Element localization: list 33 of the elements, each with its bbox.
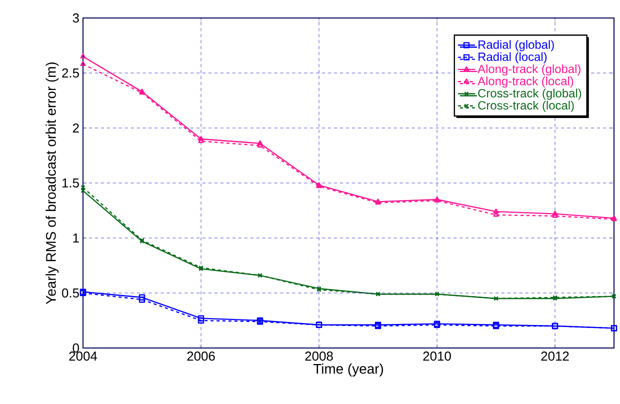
y-tick-label: 3	[72, 13, 79, 23]
point	[493, 208, 499, 214]
x-tick-label: 2006	[187, 352, 215, 361]
point	[198, 138, 204, 144]
y-axis-title: Yearly RMS of broadcast orbit error (m)	[46, 62, 59, 304]
y-tick-label: 0.5	[62, 288, 79, 298]
y-tick-label: 0	[72, 343, 79, 353]
point	[493, 212, 499, 217]
x-tick-label: 2010	[423, 352, 451, 361]
legend-label: Cross-track (local)	[478, 100, 574, 112]
y-tick-label: 1	[73, 234, 79, 242]
point	[198, 317, 204, 324]
point	[257, 142, 263, 148]
x-tick-label: 2012	[541, 352, 569, 361]
x-axis-title: Time (year)	[313, 364, 384, 377]
point	[257, 140, 263, 146]
point	[80, 61, 86, 66]
point	[198, 315, 204, 322]
legend-label: Cross-track (global)	[478, 88, 582, 100]
y-tick-label: 2.5	[62, 68, 79, 78]
point	[138, 294, 146, 300]
y-tick-label: 1.5	[62, 178, 79, 188]
legend-label: Along-track (global)	[478, 64, 580, 76]
point	[198, 136, 204, 141]
point	[552, 212, 558, 218]
y-tick-label: 2	[72, 123, 79, 133]
point	[138, 296, 146, 303]
x-tick-label: 2008	[305, 352, 333, 361]
point	[552, 210, 558, 216]
legend-label: Radial (global)	[478, 40, 554, 52]
x-tick-label: 2004	[69, 352, 98, 361]
legend-label: Radial (local)	[478, 52, 547, 64]
legend-label: Along-track (local)	[478, 76, 574, 88]
